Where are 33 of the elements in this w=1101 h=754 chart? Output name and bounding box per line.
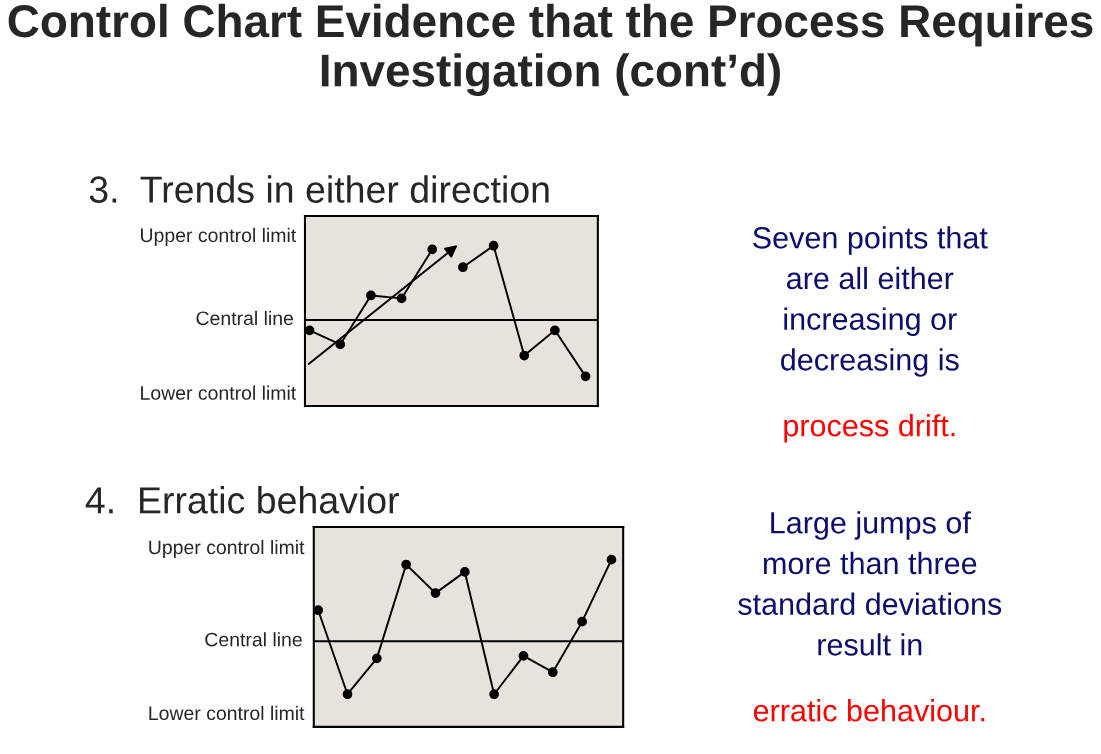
chart-subtitle: 4. Erratic behavior [85,486,399,514]
point [518,651,529,661]
point [519,350,530,361]
text: process drift. [784,414,955,443]
point [550,325,560,336]
point [459,567,470,577]
text: Seven points that are all either increasing or decreasing is [753,226,988,377]
point [342,689,353,700]
text: Upper control limit [141,227,297,246]
text: Upper control limit [149,539,305,559]
point [606,554,617,565]
chart-subtitle: 3. Trends in either direction [89,175,549,203]
text: Lower control limit [149,705,305,721]
point [313,605,324,616]
point [577,616,587,627]
text: erratic behaviour. [753,699,985,722]
point [547,667,558,678]
point [427,244,438,255]
text: Large jumps of more than three standard deviations result in [738,511,1002,656]
chart-title: Control Chart Evidence that the Process Requires Investigation (cont’d) [8,3,1093,97]
point [371,653,382,664]
point [401,559,412,570]
ref-line-label: Central line [205,632,302,647]
point [458,262,468,273]
point [580,371,591,382]
point [488,240,499,251]
point [489,689,499,700]
ref-line-label: Central line [196,310,294,326]
point [366,290,376,301]
point [335,339,346,350]
point [430,588,441,598]
text: Lower control limit [141,385,297,400]
point [396,293,407,304]
